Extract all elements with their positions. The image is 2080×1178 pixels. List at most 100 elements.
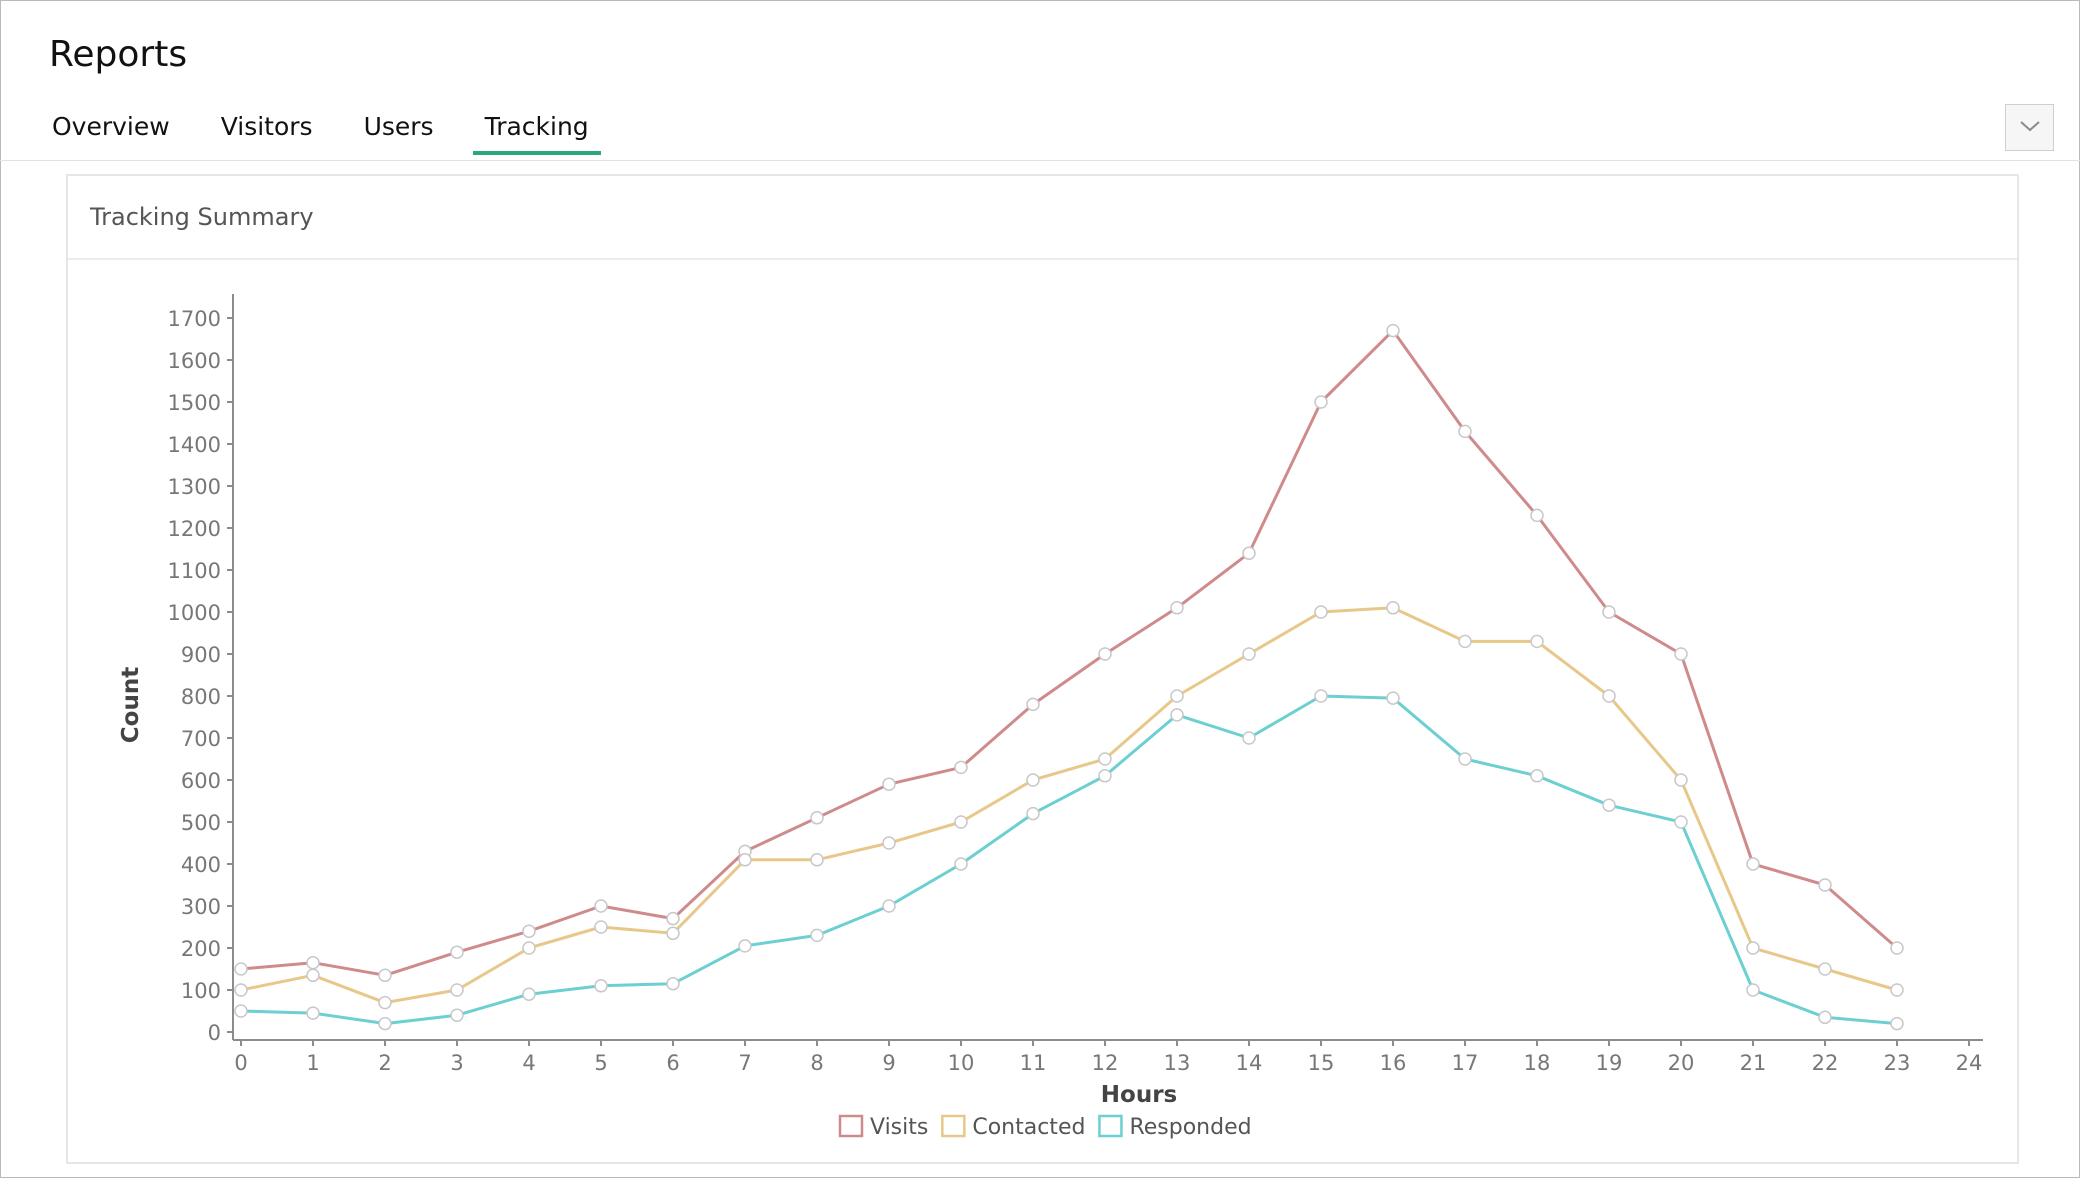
y-tick-label: 300	[181, 895, 221, 919]
data-point-visits	[1530, 508, 1544, 523]
data-point-responded	[1026, 806, 1040, 821]
legend-swatch-visits	[838, 1114, 864, 1138]
x-tick-label: 5	[594, 1051, 607, 1075]
y-tick-label: 400	[181, 853, 221, 877]
data-point-visits	[1890, 941, 1904, 955]
data-point-visits	[1746, 857, 1760, 871]
data-point-visits	[234, 962, 248, 976]
x-tick-label: 22	[1812, 1051, 1839, 1075]
data-point-contacted	[378, 995, 392, 1010]
data-point-contacted	[810, 853, 824, 867]
data-point-visits	[378, 968, 392, 983]
x-tick-label: 4	[522, 1051, 535, 1075]
y-tick-label: 800	[181, 685, 221, 709]
data-point-visits	[594, 899, 608, 913]
tab-overview[interactable]: Overview	[52, 112, 170, 141]
x-tick-label: 11	[1020, 1051, 1047, 1075]
data-point-visits	[810, 811, 824, 825]
tab-divider	[0, 160, 2080, 161]
y-tick-label: 100	[181, 979, 221, 1003]
data-point-contacted	[1314, 605, 1328, 619]
data-point-responded	[306, 1006, 320, 1020]
data-point-contacted	[1386, 601, 1400, 615]
x-tick-label: 23	[1884, 1051, 1911, 1075]
y-tick-label: 1500	[168, 391, 221, 415]
x-tick-label: 9	[882, 1051, 895, 1075]
data-point-contacted	[594, 920, 608, 934]
x-tick-label: 18	[1524, 1051, 1551, 1075]
x-tick-label: 7	[738, 1051, 751, 1075]
data-point-contacted	[1458, 634, 1472, 649]
series-line-visits	[240, 329, 1898, 977]
data-point-contacted	[954, 815, 968, 829]
y-tick-label: 1200	[168, 517, 221, 541]
data-point-contacted	[1530, 634, 1544, 649]
data-point-contacted	[1890, 983, 1904, 997]
x-tick-label: 20	[1668, 1051, 1695, 1075]
data-point-responded	[882, 899, 896, 913]
data-point-visits	[1818, 878, 1832, 892]
tab-users[interactable]: Users	[363, 112, 434, 141]
y-tick-label: 1400	[168, 433, 221, 457]
x-tick-label: 3	[450, 1051, 463, 1075]
data-point-visits	[1242, 546, 1256, 560]
data-point-contacted	[1746, 941, 1760, 955]
data-point-contacted	[1674, 773, 1688, 787]
data-point-responded	[1674, 815, 1688, 829]
data-point-visits	[882, 777, 896, 791]
x-tick-label: 21	[1740, 1051, 1767, 1075]
data-point-responded	[594, 979, 608, 993]
y-tick-label: 1300	[168, 475, 221, 499]
data-point-visits	[666, 911, 680, 926]
x-tick-label: 14	[1236, 1051, 1263, 1075]
data-point-responded	[1530, 769, 1544, 783]
data-point-responded	[954, 857, 968, 871]
series-line-responded	[240, 694, 1898, 1026]
x-tick-label: 17	[1452, 1051, 1479, 1075]
x-tick-label: 13	[1164, 1051, 1191, 1075]
x-tick-label: 0	[234, 1051, 247, 1075]
data-point-responded	[1170, 708, 1184, 722]
data-point-contacted	[1602, 689, 1616, 703]
x-axis-label: Hours	[1101, 1082, 1177, 1108]
legend-label-visits: Visits	[870, 1115, 928, 1140]
data-point-responded	[1890, 1016, 1904, 1031]
x-tick-label: 10	[948, 1051, 975, 1075]
x-tick-label: 1	[306, 1051, 319, 1075]
data-point-contacted	[666, 926, 680, 941]
data-point-visits	[1602, 605, 1616, 619]
card-title: Tracking Summary	[68, 176, 2017, 260]
series-line-contacted	[240, 606, 1898, 1005]
legend-label-contacted: Contacted	[972, 1115, 1085, 1140]
y-tick-label: 1000	[168, 601, 221, 625]
page-title: Reports	[49, 34, 188, 75]
y-tick-label: 900	[181, 643, 221, 667]
data-point-responded	[1746, 983, 1760, 997]
data-point-contacted	[1242, 647, 1256, 661]
data-point-contacted	[234, 983, 248, 997]
data-point-contacted	[738, 853, 752, 867]
tracking-summary-card: Tracking Summary 0 100 200 300 400 500 600 700 8…	[66, 174, 2019, 1164]
data-point-contacted	[1026, 773, 1040, 787]
y-tick-label: 700	[181, 727, 221, 751]
y-tick-label: 1100	[168, 559, 221, 583]
data-point-visits	[1386, 323, 1400, 338]
options-dropdown-button[interactable]	[2005, 104, 2054, 151]
legend-label-responded: Responded	[1129, 1115, 1251, 1140]
y-tick-label: 1700	[168, 307, 221, 331]
data-point-responded	[1458, 752, 1472, 766]
data-point-responded	[522, 987, 536, 1001]
data-point-visits	[450, 945, 464, 959]
legend-swatch-contacted	[941, 1114, 966, 1138]
data-point-contacted	[1818, 962, 1832, 976]
data-point-responded	[1098, 769, 1112, 783]
data-point-responded	[378, 1016, 392, 1031]
x-tick-label: 16	[1380, 1051, 1407, 1075]
tab-visitors[interactable]: Visitors	[220, 112, 313, 141]
data-point-visits	[1458, 424, 1472, 439]
data-point-responded	[1242, 731, 1256, 745]
legend-swatch-responded	[1098, 1114, 1123, 1138]
y-tick-label: 600	[181, 769, 221, 793]
tab-tracking[interactable]: Tracking	[472, 108, 601, 155]
data-point-contacted	[306, 968, 320, 983]
